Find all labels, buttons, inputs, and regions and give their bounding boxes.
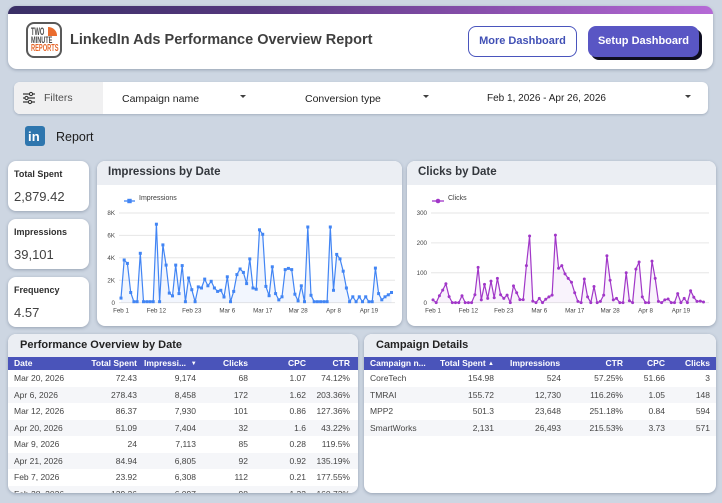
svg-text:Feb 23: Feb 23 — [494, 308, 514, 315]
svg-text:Feb 12: Feb 12 — [147, 308, 167, 315]
svg-text:Mar 28: Mar 28 — [288, 308, 308, 315]
svg-text:0: 0 — [112, 300, 116, 307]
svg-text:Apr 8: Apr 8 — [638, 308, 653, 315]
svg-text:Feb 23: Feb 23 — [182, 308, 202, 315]
svg-text:0: 0 — [424, 300, 428, 307]
svg-text:Mar 6: Mar 6 — [531, 308, 547, 315]
svg-text:Mar 6: Mar 6 — [219, 308, 235, 315]
svg-text:8K: 8K — [107, 210, 115, 217]
svg-text:4K: 4K — [107, 255, 115, 262]
svg-text:100: 100 — [417, 270, 428, 277]
svg-text:6K: 6K — [107, 233, 115, 240]
svg-text:Feb 1: Feb 1 — [425, 308, 441, 315]
svg-text:Mar 17: Mar 17 — [565, 308, 585, 315]
svg-text:Apr 19: Apr 19 — [360, 308, 379, 315]
svg-text:Mar 17: Mar 17 — [253, 308, 273, 315]
svg-text:200: 200 — [417, 240, 428, 247]
svg-text:Mar 28: Mar 28 — [600, 308, 620, 315]
svg-text:2K: 2K — [107, 277, 115, 284]
svg-text:Feb 1: Feb 1 — [113, 308, 129, 315]
svg-text:Apr 19: Apr 19 — [672, 308, 691, 315]
svg-text:300: 300 — [417, 210, 428, 217]
svg-text:Apr 8: Apr 8 — [326, 308, 341, 315]
svg-text:Feb 12: Feb 12 — [459, 308, 479, 315]
